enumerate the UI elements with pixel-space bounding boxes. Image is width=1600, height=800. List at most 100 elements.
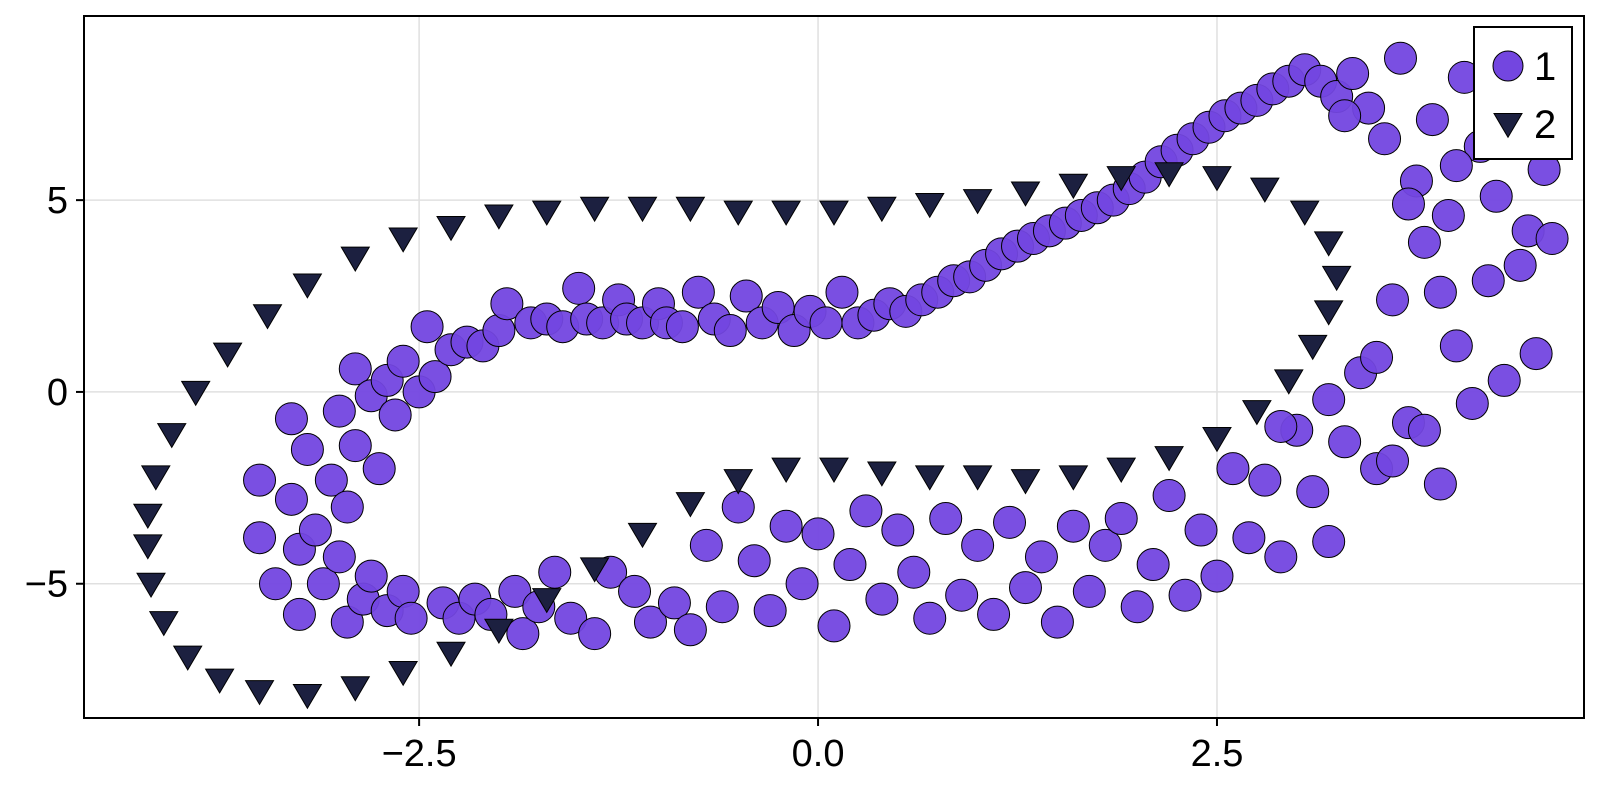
point-s0-79 — [817, 609, 851, 643]
point-s0-163 — [1487, 363, 1521, 397]
point-s1-3 — [172, 645, 203, 671]
point-s0-3 — [274, 402, 308, 436]
point-s1-18 — [866, 461, 897, 487]
y-tick-label-2: 5 — [47, 180, 68, 222]
point-s0-60 — [665, 310, 699, 344]
point-s0-38 — [490, 287, 524, 321]
point-s0-1 — [243, 521, 277, 555]
point-s0-129 — [1216, 452, 1250, 486]
point-s1-38 — [1010, 181, 1041, 207]
point-s1-47 — [579, 196, 610, 223]
point-s0-0 — [243, 463, 277, 497]
point-s0-85 — [865, 582, 899, 616]
point-s1-22 — [1058, 465, 1089, 491]
legend-marker-1 — [1492, 50, 1524, 82]
point-s0-167 — [1519, 337, 1553, 371]
point-s1-26 — [1241, 400, 1272, 426]
point-s0-78 — [809, 306, 843, 340]
point-s1-48 — [531, 200, 562, 226]
point-s1-17 — [819, 457, 849, 483]
point-s1-32 — [1289, 200, 1320, 226]
point-s0-150 — [1383, 41, 1417, 75]
point-s0-107 — [1040, 605, 1074, 639]
point-s0-15 — [338, 352, 372, 386]
point-s0-20 — [362, 452, 396, 486]
point-s0-6 — [282, 597, 316, 631]
plot-frame — [83, 15, 1585, 719]
point-s1-42 — [819, 200, 849, 226]
point-s0-81 — [833, 548, 867, 582]
point-s0-66 — [713, 314, 747, 348]
point-s0-83 — [849, 494, 883, 528]
x-tick-label-2: 2.5 — [1191, 733, 1244, 775]
point-s1-53 — [292, 273, 323, 299]
point-s0-139 — [1296, 475, 1330, 509]
point-s1-40 — [914, 192, 945, 219]
point-s0-111 — [1072, 574, 1106, 608]
legend-label-1: 1 — [1534, 45, 1556, 89]
y-tick-label-1: 0 — [47, 372, 68, 414]
point-s1-19 — [914, 465, 945, 491]
point-s0-44 — [538, 555, 572, 589]
point-s0-154 — [1415, 103, 1449, 137]
point-s0-68 — [729, 279, 763, 313]
legend-frame — [1473, 26, 1573, 160]
point-s0-56 — [633, 605, 667, 639]
point-s0-109 — [1056, 509, 1090, 543]
point-s0-97 — [961, 528, 995, 562]
point-s0-119 — [1136, 548, 1170, 582]
series-group — [132, 41, 1569, 710]
legend-marker-2 — [1493, 113, 1523, 139]
point-s1-11 — [531, 588, 562, 614]
point-s0-148 — [1368, 122, 1402, 156]
point-s0-171 — [1360, 340, 1394, 374]
point-s1-45 — [675, 196, 706, 223]
point-s0-40 — [506, 617, 540, 651]
point-s0-149 — [1376, 283, 1410, 317]
point-s0-61 — [673, 613, 707, 647]
point-s0-9 — [306, 567, 340, 601]
point-s1-6 — [292, 683, 323, 710]
point-s0-172 — [1423, 275, 1457, 309]
point-s1-2 — [148, 611, 179, 637]
point-s0-46 — [554, 601, 588, 635]
point-s1-36 — [1106, 166, 1137, 192]
point-s1-28 — [1297, 334, 1328, 361]
point-s0-173 — [1439, 149, 1473, 183]
point-s1-16 — [771, 457, 802, 483]
point-s0-95 — [945, 578, 979, 612]
point-s0-133 — [1248, 463, 1282, 497]
point-s1-54 — [252, 304, 283, 330]
point-s1-31 — [1313, 231, 1344, 257]
point-s0-141 — [1312, 525, 1346, 559]
point-s1-9 — [436, 641, 466, 668]
point-s0-125 — [1184, 513, 1218, 547]
point-s0-59 — [657, 586, 691, 620]
point-s0-73 — [769, 509, 803, 543]
point-s1-55 — [212, 342, 243, 368]
point-s0-87 — [881, 513, 915, 547]
point-s1-29 — [1313, 300, 1344, 326]
point-s1-59 — [132, 503, 163, 529]
x-tick-label-0: −2.5 — [382, 733, 457, 775]
point-s1-39 — [962, 189, 993, 215]
point-s1-4 — [204, 668, 235, 694]
point-s0-123 — [1168, 578, 1202, 612]
x-axis: −2.5 0.0 2.5 — [382, 718, 1244, 775]
point-s0-179 — [1312, 383, 1346, 417]
point-s1-56 — [180, 380, 211, 407]
point-s0-157 — [1439, 329, 1473, 363]
point-s1-52 — [340, 246, 371, 272]
point-s1-33 — [1249, 177, 1280, 203]
point-s0-65 — [705, 590, 739, 624]
point-s1-15 — [723, 469, 754, 495]
point-s1-23 — [1106, 457, 1137, 483]
legend: 12 — [1473, 26, 1573, 160]
point-s1-51 — [388, 227, 419, 253]
point-s0-143 — [1328, 425, 1362, 459]
point-s0-25 — [386, 344, 420, 378]
point-s0-121 — [1152, 479, 1186, 513]
point-s1-12 — [579, 557, 610, 583]
point-s0-101 — [993, 505, 1027, 539]
point-s0-13 — [330, 490, 364, 524]
